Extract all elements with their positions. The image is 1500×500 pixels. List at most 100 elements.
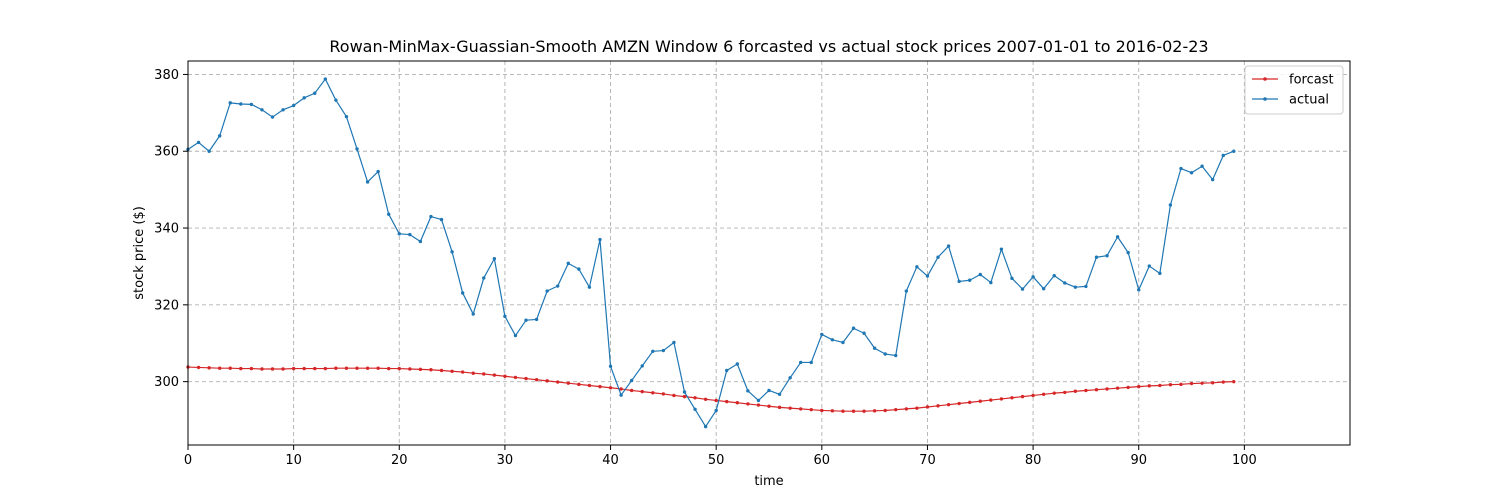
data-point-forcast [1189, 381, 1194, 386]
data-point-forcast [957, 401, 961, 406]
data-point-actual [767, 388, 771, 393]
legend-marker-actual [1263, 97, 1267, 101]
legend-marker-forcast [1263, 77, 1267, 81]
data-point-actual [513, 333, 518, 338]
ticks: 0 10 20 30 40 50 60 70 80 90 100 300 320 340 360 380 [154, 68, 1257, 468]
data-point-actual [503, 314, 507, 319]
y-tick-label: 380 [154, 68, 179, 83]
data-point-forcast [334, 366, 338, 370]
data-point-forcast [767, 404, 771, 408]
data-point-forcast [1105, 387, 1109, 391]
data-point-forcast [1020, 394, 1025, 399]
data-point-forcast [756, 403, 761, 407]
data-point-actual [978, 272, 982, 277]
data-point-forcast [672, 393, 676, 398]
data-point-forcast [608, 386, 613, 390]
data-point-forcast [291, 366, 296, 371]
data-point-forcast [725, 399, 729, 404]
data-point-forcast [228, 366, 232, 370]
data-point-actual [1105, 253, 1109, 258]
legend: forcast actual [1244, 65, 1344, 115]
data-point-actual [260, 108, 264, 112]
data-point-forcast [365, 366, 370, 370]
data-point-actual [640, 364, 644, 368]
data-point-actual [577, 267, 581, 271]
series-line-forcast [187, 366, 1234, 412]
data-point-actual [830, 338, 835, 342]
data-point-forcast [746, 402, 750, 406]
data-point-actual [556, 284, 560, 288]
data-point-actual [1063, 281, 1067, 285]
data-point-forcast [1200, 381, 1204, 385]
data-point-forcast [513, 375, 518, 380]
x-tick-label: 50 [708, 453, 725, 468]
data-point-forcast [809, 407, 813, 412]
x-tick-label: 60 [814, 453, 831, 468]
y-axis-label: stock price ($) [132, 206, 147, 300]
data-point-actual [968, 278, 972, 282]
data-point-forcast [851, 409, 856, 413]
data-point-forcast [260, 367, 264, 371]
series-line-actual [187, 78, 1235, 428]
data-point-actual [1179, 166, 1183, 171]
data-point-forcast [883, 408, 887, 413]
series-actual [186, 77, 1236, 429]
legend-box [1244, 65, 1344, 115]
data-point-actual [820, 332, 824, 337]
data-point-actual [862, 331, 866, 335]
data-point-actual [355, 147, 359, 151]
data-point-forcast [1115, 386, 1120, 390]
data-point-forcast [640, 389, 644, 394]
data-point-forcast [534, 378, 539, 382]
data-point-actual [872, 346, 877, 350]
legend-label-forcast: forcast [1289, 73, 1334, 88]
data-point-forcast [1210, 381, 1215, 385]
data-point-actual [1010, 276, 1014, 281]
data-point-actual [460, 291, 465, 295]
x-tick-label: 10 [285, 453, 302, 468]
legend-label-actual: actual [1289, 93, 1329, 108]
data-point-forcast [894, 407, 898, 412]
data-point-forcast [196, 365, 201, 370]
data-point-forcast [577, 382, 581, 387]
data-point-actual [1210, 177, 1215, 182]
data-point-actual [1147, 264, 1151, 268]
data-point-actual [313, 91, 317, 95]
data-point-actual [450, 250, 454, 254]
data-point-forcast [418, 367, 423, 372]
x-tick-label: 80 [1025, 453, 1042, 468]
data-point-actual [598, 237, 602, 242]
data-point-actual [619, 393, 623, 397]
x-tick-label: 20 [391, 453, 408, 468]
data-point-forcast [798, 407, 803, 411]
data-point-actual [809, 360, 813, 365]
data-point-forcast [968, 400, 972, 405]
data-point-actual [1189, 171, 1194, 175]
legend-entry-actual: actual [1252, 93, 1329, 108]
data-point-actual [217, 134, 222, 138]
data-point-actual [270, 115, 275, 119]
data-point-actual [1084, 284, 1088, 289]
x-tick-label: 40 [602, 453, 619, 468]
data-point-forcast [999, 397, 1004, 401]
data-point-forcast [936, 404, 940, 408]
y-tick-label: 340 [154, 222, 179, 237]
data-point-forcast [651, 391, 655, 395]
data-point-forcast [1147, 384, 1151, 388]
data-point-actual [1221, 153, 1225, 158]
data-point-actual [788, 376, 792, 380]
data-point-actual [1126, 250, 1130, 255]
data-point-forcast [387, 366, 391, 371]
data-point-actual [714, 408, 718, 413]
data-point-forcast [830, 409, 835, 413]
data-point-forcast [1221, 380, 1225, 384]
data-point-actual [471, 312, 475, 316]
data-point-forcast [566, 381, 570, 385]
data-point-forcast [313, 366, 317, 371]
data-point-actual [397, 232, 401, 236]
data-point-forcast [524, 376, 528, 381]
data-point-actual [1041, 287, 1046, 291]
grid [187, 61, 1350, 445]
data-point-forcast [989, 398, 993, 402]
data-point-actual [1137, 288, 1141, 292]
